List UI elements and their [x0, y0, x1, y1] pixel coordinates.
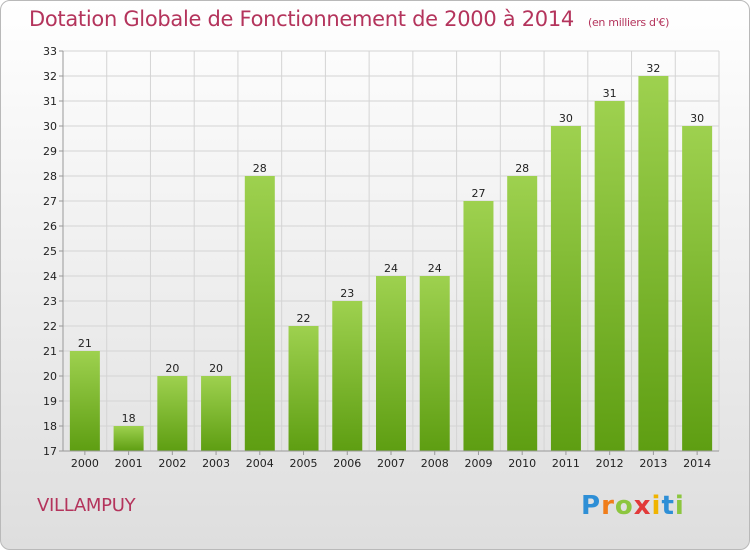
logo-letter: i [674, 491, 685, 521]
bar-value-label: 32 [646, 62, 660, 75]
proxiti-logo: Proxiti [581, 491, 685, 521]
y-tick-label: 32 [43, 70, 57, 83]
commune-name: VILLAMPUY [37, 495, 136, 516]
bar-2014 [682, 126, 713, 451]
x-tick-label: 2009 [464, 457, 492, 470]
y-tick-label: 30 [43, 120, 57, 133]
x-tick-label: 2011 [552, 457, 580, 470]
y-tick-label: 22 [43, 320, 57, 333]
bar-2000 [69, 351, 100, 451]
y-tick-label: 18 [43, 420, 57, 433]
x-tick-label: 2004 [246, 457, 274, 470]
y-tick-label: 25 [43, 245, 57, 258]
x-tick-label: 2010 [508, 457, 536, 470]
chart-unit: (en milliers d'€) [587, 16, 670, 29]
bar-value-label: 24 [384, 262, 398, 275]
bar-value-label: 28 [515, 162, 529, 175]
x-tick-label: 2002 [158, 457, 186, 470]
logo-letter: i [651, 491, 662, 521]
logo-letter: x [633, 491, 652, 521]
x-tick-label: 2001 [115, 457, 143, 470]
bar-value-label: 30 [559, 112, 573, 125]
bar-2001 [113, 426, 144, 451]
x-tick-label: 2005 [290, 457, 318, 470]
bar-value-label: 28 [253, 162, 267, 175]
y-tick-label: 21 [43, 345, 57, 358]
y-tick-label: 31 [43, 95, 57, 108]
bar-value-label: 21 [78, 337, 92, 350]
y-tick-label: 33 [43, 45, 57, 58]
x-tick-label: 2013 [639, 457, 667, 470]
x-tick-label: 2000 [71, 457, 99, 470]
x-tick-label: 2012 [596, 457, 624, 470]
bar-2009 [463, 201, 494, 451]
y-tick-label: 24 [43, 270, 57, 283]
bar-value-label: 22 [297, 312, 311, 325]
bar-2012 [594, 101, 625, 451]
logo-letter: t [661, 491, 675, 521]
bar-2008 [419, 276, 450, 451]
logo-letter: o [614, 491, 634, 521]
bar-value-label: 18 [122, 412, 136, 425]
bar-value-label: 23 [340, 287, 354, 300]
bar-2007 [376, 276, 406, 451]
bar-value-label: 30 [690, 112, 704, 125]
y-tick-label: 17 [43, 445, 57, 458]
y-tick-label: 27 [43, 195, 57, 208]
y-tick-label: 23 [43, 295, 57, 308]
logo-letter: P [581, 491, 602, 521]
bar-value-label: 31 [603, 87, 617, 100]
bar-2003 [201, 376, 232, 451]
logo-letter: r [601, 491, 615, 521]
bar-2013 [638, 76, 669, 451]
y-tick-label: 19 [43, 395, 57, 408]
bar-value-label: 27 [471, 187, 485, 200]
x-tick-label: 2014 [683, 457, 711, 470]
x-tick-label: 2003 [202, 457, 230, 470]
x-tick-label: 2008 [421, 457, 449, 470]
bar-value-label: 20 [209, 362, 223, 375]
y-tick-label: 28 [43, 170, 57, 183]
bar-2011 [550, 126, 581, 451]
y-tick-label: 26 [43, 220, 57, 233]
bar-2002 [157, 376, 188, 451]
x-tick-label: 2007 [377, 457, 405, 470]
chart-title: Dotation Globale de Fonctionnement de 20… [29, 7, 670, 31]
bar-2010 [507, 176, 538, 451]
bar-2005 [288, 326, 319, 451]
y-tick-label: 20 [43, 370, 57, 383]
bar-2004 [244, 176, 275, 451]
x-tick-label: 2006 [333, 457, 361, 470]
bar-value-label: 20 [165, 362, 179, 375]
bar-value-label: 24 [428, 262, 442, 275]
bar-2006 [332, 301, 363, 451]
y-tick-label: 29 [43, 145, 57, 158]
